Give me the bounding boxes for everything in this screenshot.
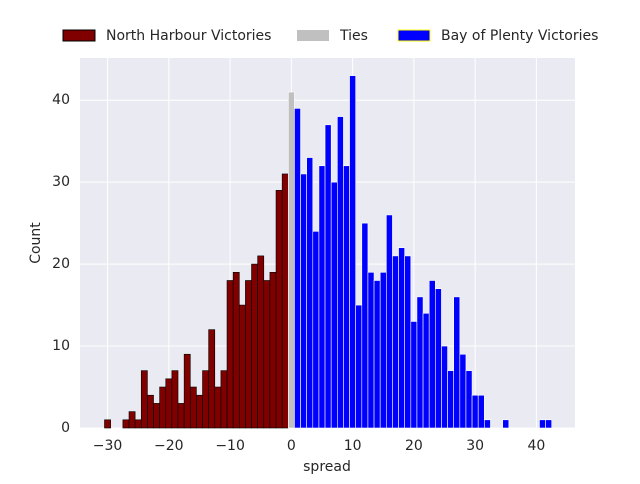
legend-label: Ties	[339, 28, 368, 44]
bar	[257, 255, 265, 429]
bar	[196, 394, 203, 429]
legend-label: Bay of Plenty Victories	[441, 28, 598, 44]
bar	[287, 91, 295, 429]
bar	[410, 321, 418, 429]
bar	[392, 255, 399, 429]
bar	[294, 108, 301, 429]
bar	[104, 419, 111, 429]
bar	[343, 165, 350, 429]
bar	[263, 280, 271, 429]
bar	[275, 190, 283, 429]
bar	[330, 181, 338, 429]
x-tick-label: −10	[215, 438, 245, 454]
bar	[202, 370, 209, 429]
bar	[361, 222, 369, 429]
bar	[153, 403, 160, 429]
bar	[459, 353, 467, 429]
y-tick-label: 40	[52, 92, 70, 108]
bar	[355, 304, 363, 429]
bar	[134, 419, 142, 429]
bar	[306, 157, 314, 429]
bar	[349, 75, 356, 429]
x-tick-label: 10	[344, 438, 362, 454]
bar	[312, 231, 320, 429]
bar	[226, 280, 234, 429]
bar	[404, 255, 412, 429]
x-tick-label: −30	[93, 438, 123, 454]
bar	[214, 386, 222, 429]
bar	[324, 124, 332, 429]
bar	[269, 271, 277, 429]
y-tick-label: 30	[52, 174, 70, 190]
bar	[337, 116, 344, 429]
y-tick-label: 20	[52, 256, 70, 272]
bar	[373, 280, 381, 429]
bar	[484, 419, 491, 429]
bar	[165, 378, 173, 429]
legend-label: North Harbour Victories	[106, 28, 271, 44]
bar	[232, 271, 240, 429]
bar	[539, 419, 546, 429]
legend-swatch	[297, 30, 329, 41]
bar	[251, 263, 258, 429]
bar	[189, 386, 197, 429]
bar	[208, 329, 216, 429]
bar	[183, 353, 191, 429]
bar	[435, 288, 442, 429]
bar	[416, 296, 424, 429]
bar	[447, 370, 455, 429]
bar	[177, 403, 185, 429]
bar	[453, 296, 461, 429]
legend-swatch	[397, 29, 431, 42]
bar	[140, 370, 148, 429]
y-tick-label: 10	[52, 338, 70, 354]
bar	[159, 386, 167, 429]
y-tick-label: 0	[61, 420, 70, 436]
x-axis-label: spread	[303, 459, 351, 475]
x-tick-label: 20	[405, 438, 423, 454]
x-tick-label: 0	[287, 438, 296, 454]
bar	[465, 370, 473, 429]
bar	[471, 394, 479, 429]
y-axis-label: Count	[28, 222, 44, 264]
bar	[398, 247, 405, 429]
bar	[171, 370, 179, 429]
bar	[318, 165, 326, 429]
bar	[545, 419, 553, 429]
bar	[502, 419, 510, 429]
legend-swatch	[62, 29, 96, 42]
bar	[238, 304, 246, 429]
x-tick-label: −20	[154, 438, 184, 454]
bar	[147, 394, 154, 429]
bar	[220, 370, 228, 429]
bar	[128, 411, 136, 429]
bar	[422, 312, 430, 429]
bar	[441, 345, 448, 429]
x-tick-label: 30	[466, 438, 484, 454]
bar	[379, 271, 387, 429]
bar	[386, 214, 393, 429]
bar	[428, 280, 436, 429]
bar	[281, 173, 289, 429]
bar	[300, 173, 307, 429]
bar	[477, 394, 485, 429]
x-tick-label: 40	[527, 438, 545, 454]
bar	[367, 271, 375, 429]
bar	[122, 419, 130, 429]
bar	[245, 280, 252, 429]
